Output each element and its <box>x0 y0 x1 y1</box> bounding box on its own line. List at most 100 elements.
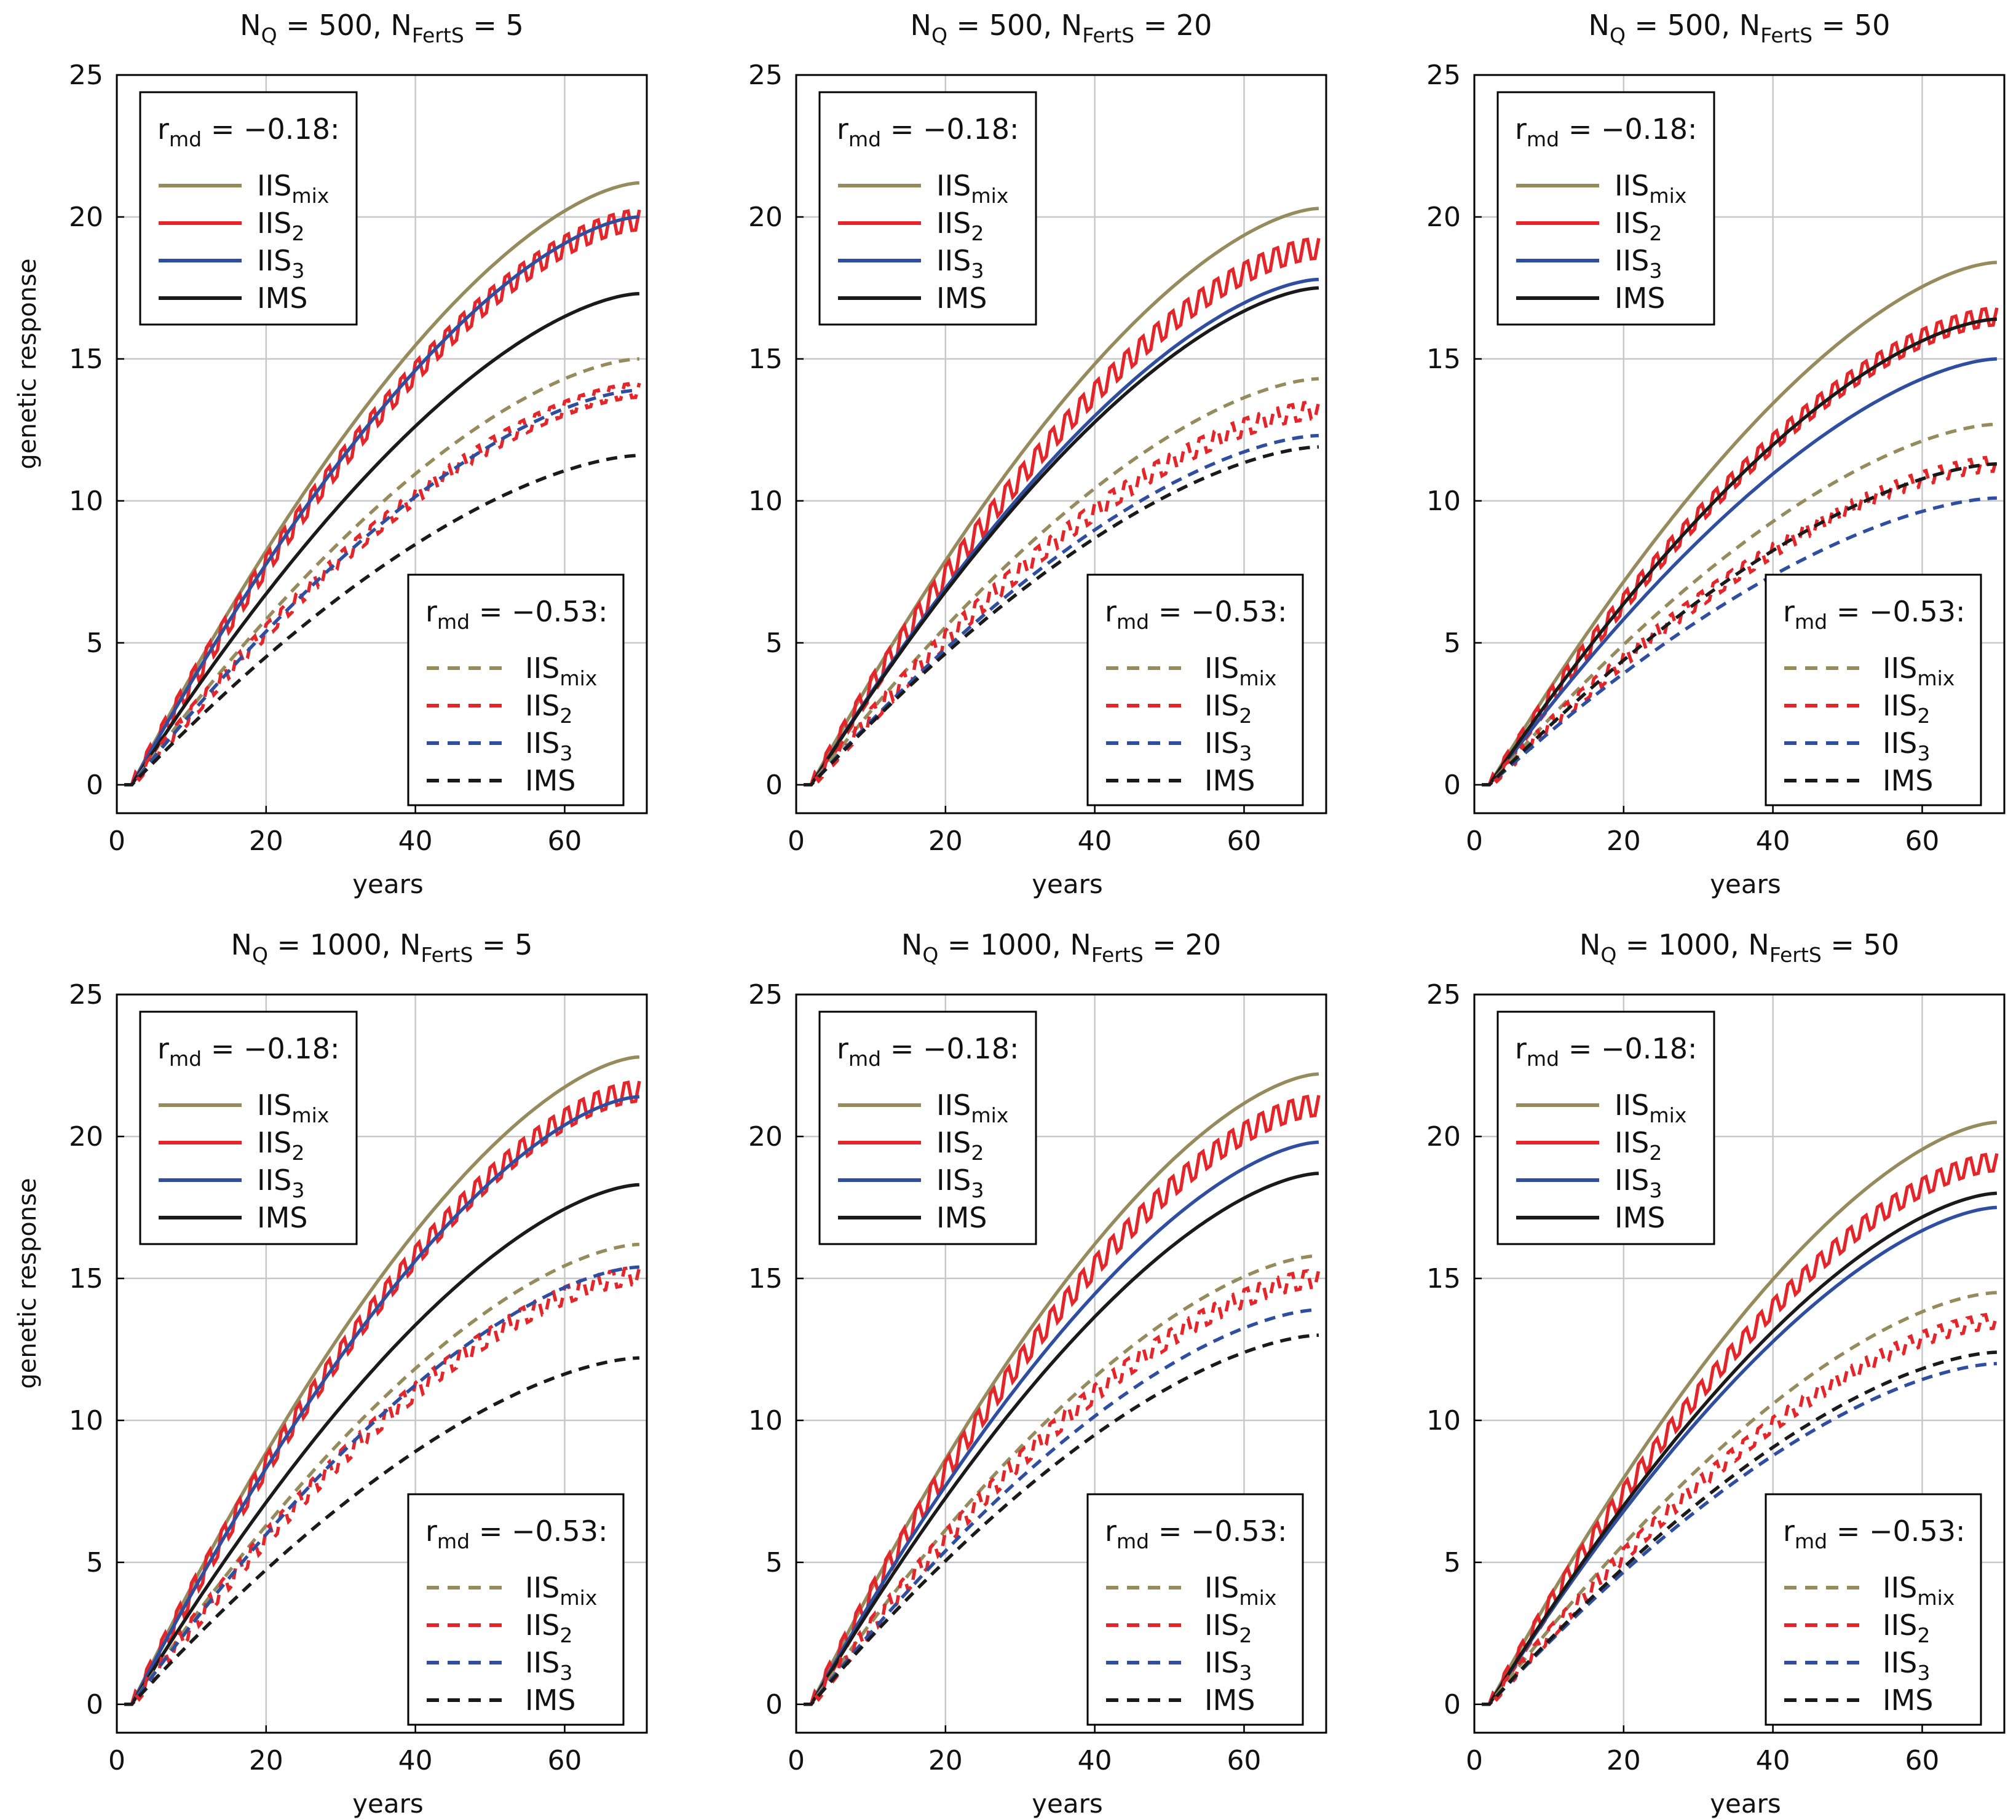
y-tick-label: 5 <box>1444 1547 1461 1578</box>
x-tick-label: 60 <box>547 825 582 857</box>
title-mid: = 500, N <box>277 9 412 42</box>
legend-label-base: IIS <box>525 1609 559 1642</box>
legend-label: IIS2 <box>936 1126 984 1165</box>
legend-label-sub: 2 <box>971 221 984 245</box>
series-line-6 <box>124 1266 641 1706</box>
legend-label-sub: 3 <box>291 259 304 283</box>
panel-title: NQ = 1000, NFertS = 50 <box>1579 928 1899 967</box>
title-ferts: FertS <box>1760 23 1812 47</box>
legend-label: IISmix <box>1615 1089 1686 1127</box>
x-axis-label: years <box>352 1789 424 1819</box>
legend-label: IMS <box>525 1684 575 1717</box>
legend-label-base: IIS <box>1615 1126 1649 1159</box>
x-axis-label: years <box>1710 1789 1781 1819</box>
y-tick-label: 25 <box>748 60 783 91</box>
y-tick-label: 15 <box>1426 344 1461 375</box>
y-tick-label: 0 <box>86 770 103 801</box>
legend-label: IIS3 <box>1204 1646 1252 1685</box>
title-q: Q <box>922 943 938 967</box>
legend-label-base: IIS <box>257 1164 291 1197</box>
legend-label-base: IIS <box>1204 1646 1239 1679</box>
title-mid: = 1000, N <box>268 928 421 961</box>
title-mid: = 1000, N <box>938 928 1091 961</box>
legend-label-sub: mix <box>1649 184 1686 208</box>
legend-label-sub: mix <box>1239 666 1276 690</box>
legend-label-sub: 2 <box>1239 1623 1252 1647</box>
legend-label: IISmix <box>936 169 1008 208</box>
legend-label-base: IIS <box>936 207 971 240</box>
legend-label-sub: mix <box>559 666 597 690</box>
legend-title-base: r <box>425 1515 437 1548</box>
legend-title-rest: = −0.53: <box>470 595 607 628</box>
legend-label-base: IIS <box>936 244 971 277</box>
legend-label-base: IIS <box>525 1646 559 1679</box>
y-tick-label: 0 <box>86 1689 103 1720</box>
legend-title-rest: = −0.53: <box>1827 1515 1965 1548</box>
title-end: = 5 <box>473 928 532 961</box>
title-q: Q <box>931 23 947 47</box>
legend-label-sub: 3 <box>1239 1661 1252 1685</box>
legend-title-sub: md <box>1117 610 1149 634</box>
series-line-3 <box>1482 357 1998 787</box>
legend-title-sub: md <box>848 1047 881 1071</box>
legend-label: IISmix <box>1883 1571 1955 1610</box>
title-n: N <box>901 928 922 961</box>
legend-label-sub: 3 <box>559 741 572 765</box>
legend-label-sub: mix <box>1917 1586 1955 1610</box>
title-mid: = 500, N <box>947 9 1082 42</box>
legend-label-sub: 2 <box>559 1623 572 1647</box>
legend-label: IMS <box>1204 764 1255 797</box>
series-line-8 <box>804 1333 1319 1706</box>
legend-title-sub: md <box>1527 1047 1559 1071</box>
legend-title-base: r <box>1783 1515 1795 1548</box>
plot-frame <box>116 74 648 814</box>
legend-frame <box>139 91 358 326</box>
title-n: N <box>1579 928 1600 961</box>
x-tick-label: 20 <box>928 1745 963 1776</box>
legend-label-base: IIS <box>1204 652 1239 685</box>
y-tick-label: 20 <box>1426 1121 1461 1152</box>
plot-frame <box>795 993 1327 1734</box>
legend-title-base: r <box>1783 595 1795 628</box>
legend-label-base: IMS <box>936 1201 987 1234</box>
legend-title: rmd = −0.53: <box>1783 595 1965 634</box>
x-tick-label: 60 <box>1905 1745 1939 1776</box>
legend-title-rest: = −0.18: <box>881 112 1019 146</box>
title-end: = 50 <box>1822 928 1899 961</box>
legend-label-base: IIS <box>1883 652 1917 685</box>
legend-label-base: IIS <box>257 207 291 240</box>
y-tick-label: 20 <box>748 202 783 233</box>
series-line-2 <box>1482 307 1999 787</box>
legend-title: rmd = −0.53: <box>425 1515 607 1553</box>
title-end: = 5 <box>464 9 524 42</box>
y-tick-label: 5 <box>86 1547 103 1578</box>
legend-frame <box>407 573 625 806</box>
legend-label-base: IMS <box>1615 282 1665 315</box>
panel-3: 0 20 40 60 0 5 10 15 20 25 years NQ = 500, NFertS =… <box>1426 9 2006 899</box>
series-line-5 <box>124 357 640 787</box>
legend-label: IIS3 <box>936 244 984 283</box>
x-axis-label: years <box>1032 869 1103 899</box>
legend-label-sub: mix <box>559 1586 597 1610</box>
legend-label: IIS3 <box>1883 1646 1930 1685</box>
panel-2: 0 20 40 60 0 5 10 15 20 25 years NQ = 500, NFertS =… <box>748 9 1327 899</box>
legend-title-sub: md <box>437 1529 470 1553</box>
legend-label-base: IIS <box>936 169 971 202</box>
legend-label: IMS <box>1615 1201 1665 1234</box>
legend-label-sub: mix <box>1649 1103 1686 1127</box>
x-tick-label: 40 <box>1756 1745 1790 1776</box>
legend-label: IIS2 <box>1883 1609 1930 1647</box>
x-tick-label: 20 <box>928 825 963 857</box>
x-tick-label: 20 <box>249 1745 283 1776</box>
legend-title-base: r <box>1515 1032 1527 1065</box>
legend-title-base: r <box>1515 112 1527 146</box>
legend-label-base: IIS <box>257 1126 291 1159</box>
y-axis-label: genetic response <box>14 1178 42 1389</box>
legend-label-base: IIS <box>257 1089 291 1122</box>
x-tick-label: 0 <box>108 825 125 857</box>
legend-label-base: IMS <box>1883 764 1933 797</box>
y-axis-label: genetic response <box>14 258 42 469</box>
series-line-5 <box>124 1242 640 1706</box>
legend-label-base: IMS <box>525 764 575 797</box>
